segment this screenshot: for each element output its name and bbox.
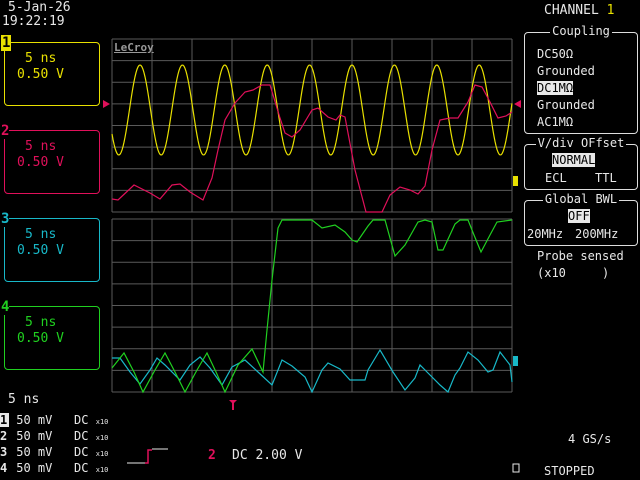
channel-3-timebase: 5 ns [25,227,57,242]
channel-2-box[interactable]: 2 5 ns 0.50 V [1,123,100,194]
channel-2-timebase: 5 ns [25,139,57,154]
coupling-ac1m[interactable]: AC1MΩ [537,115,574,129]
probe-value: (x10 ) [537,266,610,280]
channel-2-number: 2 [1,123,10,139]
trace-row-2[interactable]: 2 50 mV DC x10 [0,429,109,443]
channel-3-trace [112,348,513,394]
lecroy-logo: LeCroy [114,41,154,54]
coupling-menu[interactable]: Coupling DC50Ω Grounded DC1MΩ Grounded A… [524,24,638,134]
trigger-source: 2 [208,448,216,463]
channel-3-number: 3 [1,211,10,227]
channel-2-trace [111,84,513,213]
footer-timebase: 5 ns [8,392,40,407]
channel-3-volts: 0.50 V [17,243,64,258]
acquisition-status: STOPPED [544,464,595,478]
ch1-offset-marker [513,176,518,186]
menu-title: CHANNEL 1 [544,3,615,18]
channel-1-number: 1 [1,35,12,51]
time: 19:22:19 [2,14,65,29]
bwl-200mhz[interactable]: 200MHz [575,227,619,241]
probe-label: Probe sensed [537,249,624,263]
channel-2-volts: 0.50 V [17,155,64,170]
channel-1-timebase: 5 ns [25,51,57,66]
channel-3-box[interactable]: 3 5 ns 0.50 V [1,211,100,282]
status-indicator-icon [512,463,520,473]
trigger-level: DC 2.00 V [232,448,303,463]
coupling-dc1m-selected[interactable]: DC1MΩ [537,81,574,95]
coupling-grounded[interactable]: Grounded [537,64,595,78]
channel-4-number: 4 [1,299,10,315]
bwl-off-selected[interactable]: OFF [568,209,590,223]
vdiv-offset-menu[interactable]: V/div OFfset NORMAL ECL TTL [524,136,638,190]
ch2-level-marker-right [514,100,521,108]
channel-1-trace [111,64,513,156]
trace-row-4[interactable]: 4 50 mV DC x10 [0,461,109,475]
channel-4-timebase: 5 ns [25,315,57,330]
channel-4-volts: 0.50 V [17,331,64,346]
trace-row-3[interactable]: 3 50 mV DC x10 [0,445,109,459]
global-bwl-menu[interactable]: Global BWL OFF 20MHz 200MHz [524,192,638,246]
channel-1-box[interactable]: 1 5 ns 0.50 V [1,35,100,106]
coupling-dc50[interactable]: DC50Ω [537,47,574,61]
trace-row-1[interactable]: 1 50 mV DC x10 [0,413,109,427]
channel-4-box[interactable]: 4 5 ns 0.50 V [1,299,100,370]
bwl-20mhz[interactable]: 20MHz [527,227,564,241]
coupling-grounded-2[interactable]: Grounded [537,98,595,112]
channel-1-volts: 0.50 V [17,67,64,82]
vdiv-ecl[interactable]: ECL [545,171,567,185]
channel-4-trace [111,219,513,394]
ch2-level-marker-left [103,100,110,108]
vdiv-normal-selected[interactable]: NORMAL [552,153,596,167]
date: 5-Jan-26 [8,0,71,15]
ch3-offset-marker [513,356,518,366]
sample-rate: 4 GS/s [568,432,612,446]
vdiv-ttl[interactable]: TTL [595,171,617,185]
